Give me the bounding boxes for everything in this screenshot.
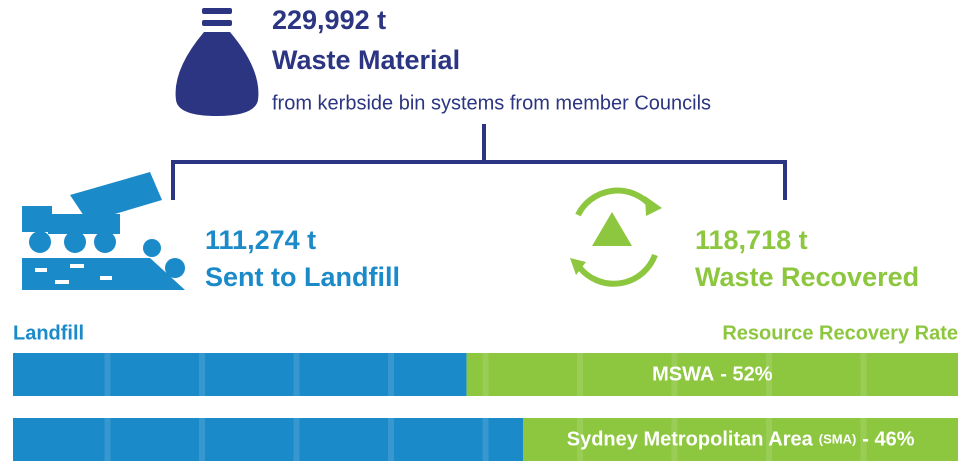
bar-value-label: - 46%	[862, 429, 914, 451]
bracket	[173, 124, 785, 200]
bars: MSWA - 52% Sydney Metropolitan Area (SMA) - …	[13, 353, 958, 461]
bar-abbr: (SMA)	[819, 432, 857, 447]
legend-landfill: Landfill	[13, 322, 84, 344]
total-amount: 229,992 t	[272, 5, 386, 35]
bar-name: Sydney Metropolitan Area	[567, 429, 814, 451]
total-title: Waste Material	[272, 45, 460, 75]
segment-divider	[388, 353, 394, 396]
recycle-icon	[570, 191, 662, 284]
segment-divider	[199, 418, 205, 461]
recovered-amount: 118,718 t	[695, 225, 808, 255]
bar-label: Sydney Metropolitan Area (SMA) - 46%	[567, 429, 915, 451]
segment-divider	[388, 418, 394, 461]
total-subtitle: from kerbside bin systems from member Co…	[272, 92, 711, 114]
segment-divider	[105, 418, 111, 461]
bag-icon	[176, 8, 259, 116]
landfill-label: Sent to Landfill	[205, 262, 400, 292]
bar-value-label: - 52%	[720, 364, 772, 386]
segment-divider	[483, 418, 489, 461]
landfill-amount: 111,274 t	[205, 225, 316, 255]
bar-label: MSWA - 52%	[652, 364, 773, 386]
segment-divider	[105, 353, 111, 396]
segment-divider	[294, 353, 300, 396]
segment-divider	[861, 353, 867, 396]
truck-icon	[22, 172, 185, 290]
segment-divider	[294, 418, 300, 461]
landfill-share	[13, 418, 523, 461]
recovered-label: Waste Recovered	[695, 262, 919, 292]
bar-name: MSWA	[652, 364, 714, 386]
infographic: 229,992 t Waste Material from kerbside b…	[0, 0, 978, 463]
segment-divider	[577, 353, 583, 396]
legend-recovery: Resource Recovery Rate	[722, 322, 958, 344]
segment-divider	[483, 353, 489, 396]
landfill-share	[13, 353, 467, 396]
segment-divider	[199, 353, 205, 396]
